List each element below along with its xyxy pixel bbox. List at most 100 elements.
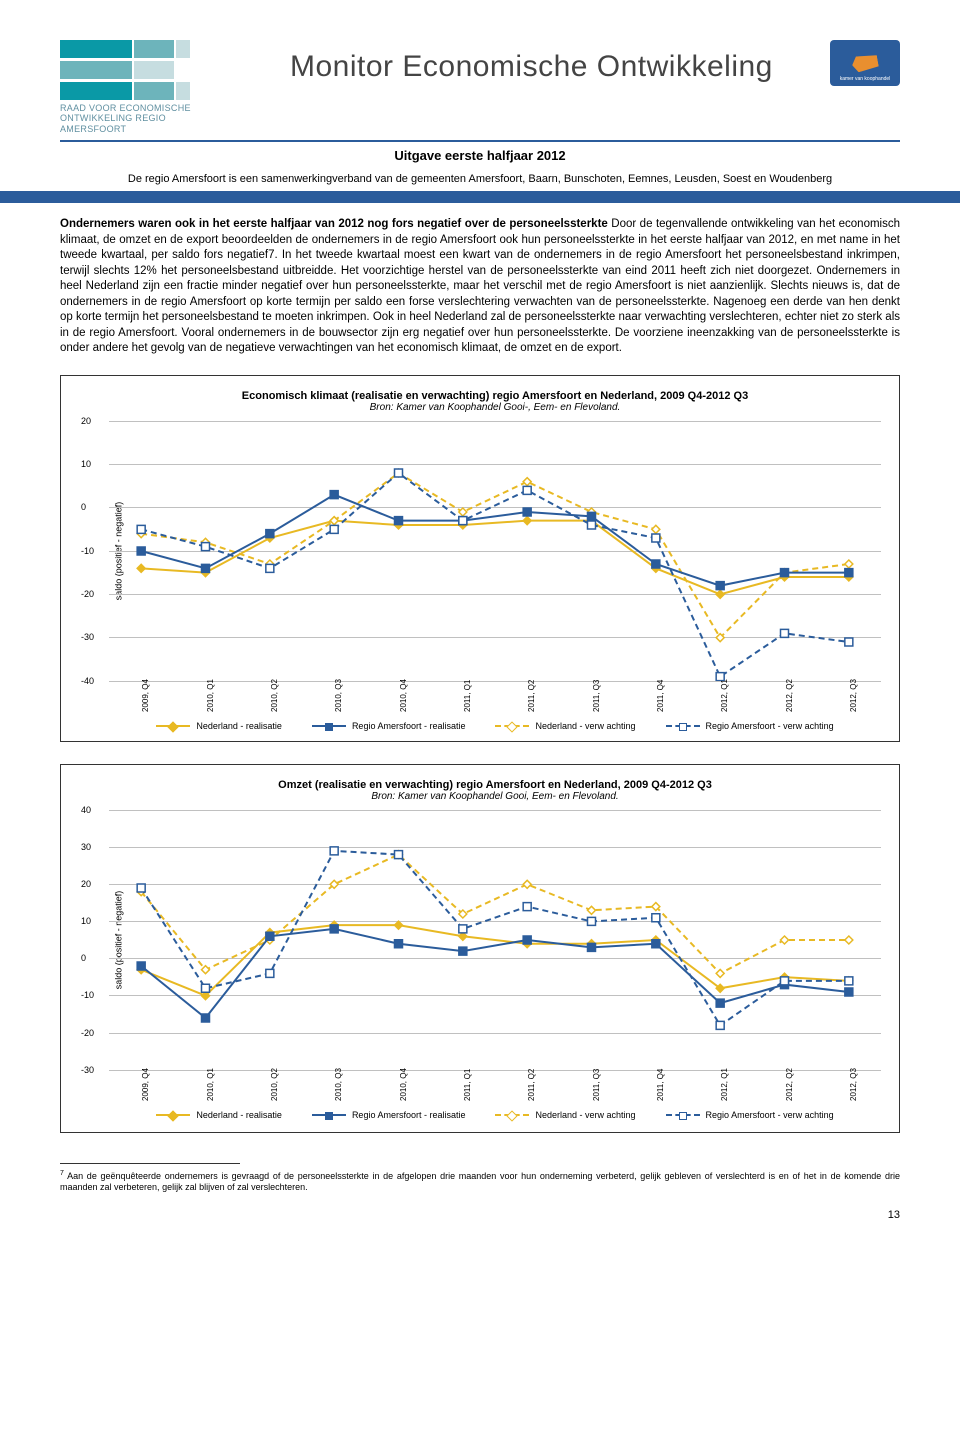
series-marker-regio_verw [716, 672, 724, 680]
badge-label: kamer van koophandel [830, 76, 900, 82]
series-marker-regio_real [202, 564, 210, 572]
series-marker-regio_real [652, 560, 660, 568]
intro-line: De regio Amersfoort is een samenwerkingv… [60, 173, 900, 185]
series-line-regio_real [141, 494, 849, 585]
series-marker-ned_verw [845, 936, 853, 944]
series-marker-regio_real [845, 568, 853, 576]
legend-item-ned_real: Nederland - realisatie [156, 1110, 282, 1120]
x-label: 2011, Q2 [527, 679, 536, 711]
chart2-title: Omzet (realisatie en verwachting) regio … [109, 779, 881, 791]
series-marker-regio_real [395, 939, 403, 947]
x-label: 2012, Q1 [720, 679, 729, 712]
body-paragraph: Ondernemers waren ook in het eerste half… [60, 217, 900, 357]
series-marker-regio_real [395, 516, 403, 524]
series-marker-regio_verw [202, 542, 210, 550]
series-marker-regio_verw [459, 925, 467, 933]
legend-label: Regio Amersfoort - verw achting [706, 721, 834, 731]
series-marker-regio_verw [845, 638, 853, 646]
chart2-legend: Nederland - realisatie Regio Amersfoort -… [109, 1110, 881, 1120]
series-marker-regio_verw [266, 969, 274, 977]
legend-item-ned_verw: Nederland - verw achting [495, 721, 635, 731]
series-marker-regio_verw [716, 1021, 724, 1029]
x-label: 2011, Q3 [592, 1068, 601, 1100]
logo-sub-3: AMERSFOORT [60, 124, 260, 134]
series-marker-regio_real [652, 939, 660, 947]
series-marker-regio_verw [395, 469, 403, 477]
series-line-ned_real [141, 520, 849, 594]
logo: RAAD VOOR ECONOMISCHE ONTWIKKELING REGIO… [60, 40, 260, 134]
y-tick: -10 [81, 546, 94, 556]
chart1-plot: saldo (positief - negatief) -40-30-20-10… [109, 421, 881, 681]
series-marker-ned_verw [845, 560, 853, 568]
kvk-badge: kamer van koophandel [830, 40, 900, 86]
series-marker-ned_verw [716, 969, 724, 977]
series-marker-regio_real [588, 943, 596, 951]
x-label: 2010, Q2 [270, 1068, 279, 1101]
series-line-ned_real [141, 925, 849, 996]
chart1-subtitle: Bron: Kamer van Koophandel Gooi-, Eem- e… [109, 402, 881, 413]
series-marker-ned_real [137, 564, 145, 572]
y-tick: -30 [81, 632, 94, 642]
footnote-marker: 7 [60, 1170, 64, 1177]
x-label: 2010, Q4 [399, 679, 408, 712]
legend-label: Nederland - verw achting [535, 721, 635, 731]
header: RAAD VOOR ECONOMISCHE ONTWIKKELING REGIO… [60, 40, 900, 134]
series-marker-regio_verw [652, 534, 660, 542]
footnote-text: Aan de geënquêteerde ondernemers is gevr… [60, 1171, 900, 1192]
series-marker-regio_verw [137, 525, 145, 533]
series-line-regio_real [141, 929, 849, 1018]
series-marker-ned_real [523, 516, 531, 524]
logo-sub-2: ONTWIKKELING REGIO [60, 113, 260, 123]
page-number: 13 [60, 1209, 900, 1221]
series-marker-regio_verw [845, 977, 853, 985]
series-marker-regio_real [716, 999, 724, 1007]
series-marker-regio_real [459, 947, 467, 955]
y-tick: -30 [81, 1065, 94, 1075]
series-marker-ned_real [395, 921, 403, 929]
edition-subtitle: Uitgave eerste halfjaar 2012 [60, 148, 900, 163]
series-marker-regio_verw [652, 913, 660, 921]
body-rest: Door de tegenvallende ontwikkeling van h… [60, 218, 900, 354]
series-marker-regio_verw [588, 917, 596, 925]
x-label: 2011, Q2 [527, 1068, 536, 1100]
x-label: 2011, Q1 [463, 1068, 472, 1100]
x-label: 2011, Q4 [656, 1068, 665, 1100]
series-marker-regio_verw [459, 516, 467, 524]
legend-item-regio_verw: Regio Amersfoort - verw achting [666, 1110, 834, 1120]
y-tick: -40 [81, 676, 94, 686]
series-marker-ned_real [716, 590, 724, 598]
series-marker-ned_verw [652, 525, 660, 533]
series-marker-regio_verw [330, 525, 338, 533]
body-lead: Ondernemers waren ook in het eerste half… [60, 218, 608, 230]
y-tick: -20 [81, 589, 94, 599]
legend-item-ned_verw: Nederland - verw achting [495, 1110, 635, 1120]
series-marker-regio_real [523, 508, 531, 516]
x-label: 2012, Q2 [785, 679, 794, 712]
legend-label: Nederland - realisatie [196, 1110, 282, 1120]
series-marker-ned_verw [781, 936, 789, 944]
y-tick: 0 [81, 953, 86, 963]
series-marker-ned_verw [588, 906, 596, 914]
series-marker-regio_real [266, 932, 274, 940]
legend-item-regio_real: Regio Amersfoort - realisatie [312, 721, 466, 731]
legend-item-regio_real: Regio Amersfoort - realisatie [312, 1110, 466, 1120]
series-marker-regio_real [330, 490, 338, 498]
series-marker-regio_verw [330, 847, 338, 855]
chart-economisch-klimaat: Economisch klimaat (realisatie en verwac… [60, 375, 900, 742]
series-marker-regio_verw [137, 884, 145, 892]
header-rule [60, 140, 900, 142]
series-marker-regio_real [781, 568, 789, 576]
series-marker-regio_verw [781, 977, 789, 985]
series-marker-ned_verw [523, 477, 531, 485]
y-tick: 10 [81, 916, 91, 926]
legend-label: Regio Amersfoort - realisatie [352, 721, 466, 731]
x-label: 2010, Q1 [206, 1068, 215, 1101]
series-marker-regio_real [137, 547, 145, 555]
series-marker-regio_real [330, 925, 338, 933]
x-label: 2009, Q4 [141, 679, 150, 712]
x-label: 2011, Q1 [463, 679, 472, 711]
x-label: 2010, Q4 [399, 1068, 408, 1101]
series-marker-regio_verw [523, 486, 531, 494]
legend-item-ned_real: Nederland - realisatie [156, 721, 282, 731]
x-label: 2009, Q4 [141, 1068, 150, 1101]
